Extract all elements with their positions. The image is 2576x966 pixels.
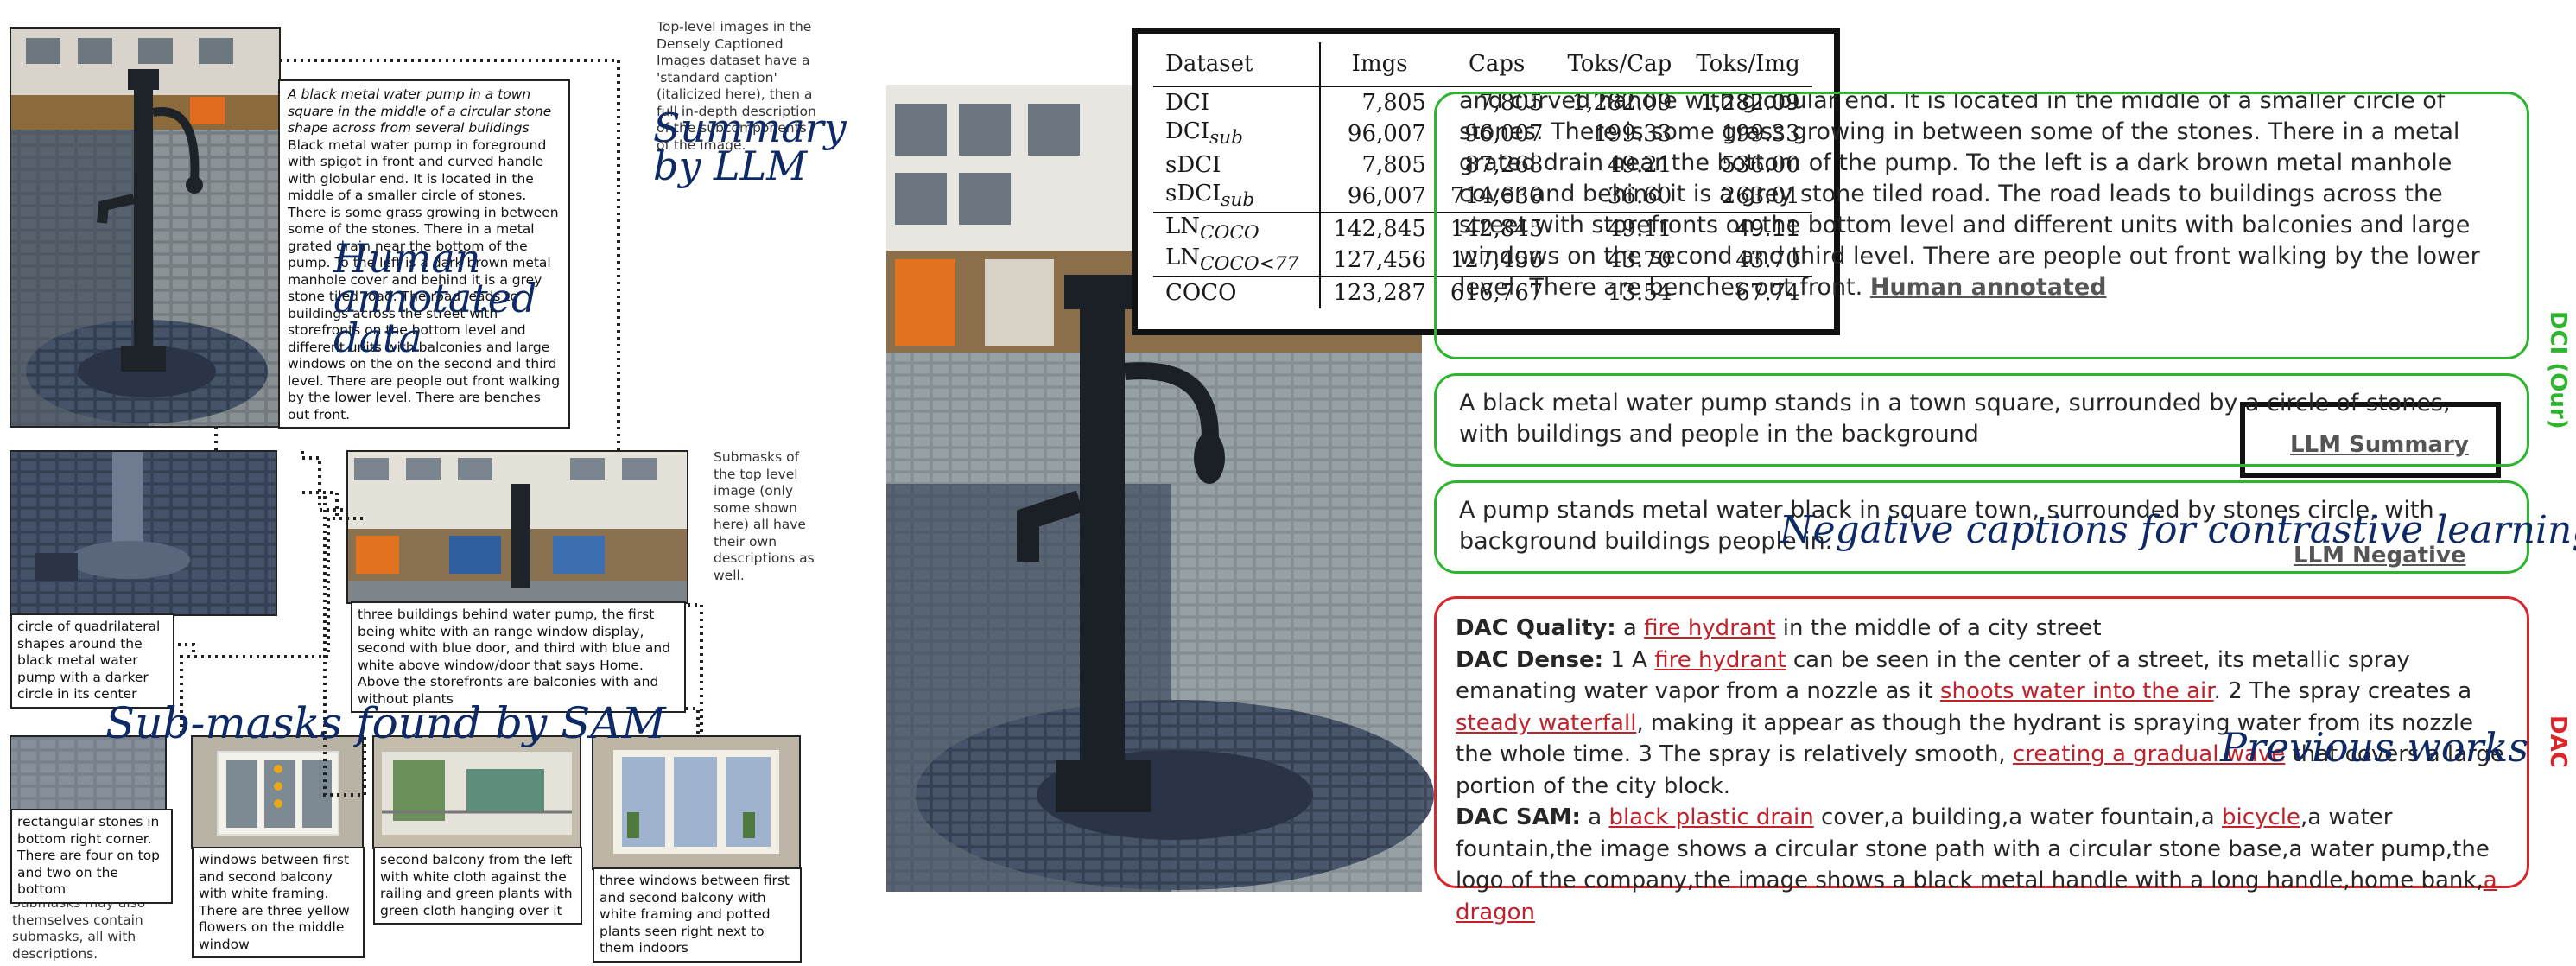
submask-stones-photo — [10, 736, 166, 810]
human-annotated-box: A black metal water pump in a town squar… — [1434, 92, 2529, 359]
dci-ours-label: DCI (Our) — [2545, 311, 2571, 429]
connector-lines — [171, 59, 703, 797]
dac-dense-line: DAC Dense: 1 A fire hydrant can be seen … — [1456, 646, 2504, 799]
human-annotated-tag: Human annotated — [1869, 274, 2107, 301]
table-row: COCO 123,287 616,767 13.54 67.74 — [1153, 276, 1812, 308]
note-submasks: Submasks of the top level image (only so… — [714, 449, 815, 583]
dac-box: DAC Quality: a fire hydrant in the middl… — [1434, 596, 2529, 925]
submask-balcony-photo — [373, 736, 581, 848]
dac-sam-line: DAC SAM: a black plastic drain cover,a b… — [1456, 804, 2497, 925]
submask-buildings-caption: three buildings behind water pump, the f… — [351, 601, 686, 713]
dac-label: DAC — [2545, 715, 2571, 768]
handwritten-submasks-sam: Sub-masks found by SAM — [105, 698, 666, 748]
table-row: sDCI 7,805 87,268 49.21 536.00 — [1153, 149, 1812, 181]
llm-summary-tag: LLM Summary — [2290, 432, 2469, 458]
human-annotated-text: A black metal water pump in a town squar… — [1459, 92, 2480, 301]
top-level-caption: A black metal water pump in a town squar… — [278, 79, 570, 429]
table-row: DCIsub 96,007 96,007 199.33 199.33 — [1153, 118, 1812, 149]
table-row: DCI 7,805 7,805 1,282.09 1,282.09 — [1153, 86, 1812, 118]
submask-circle-caption: circle of quadrilateral shapes around th… — [10, 613, 174, 709]
col-dataset: Dataset — [1153, 42, 1322, 87]
submask-windows1-caption: windows between first and second balcony… — [192, 847, 365, 958]
handwritten-negative-captions: Negative captions for contrastive learni… — [1780, 508, 2576, 552]
table-row: LNCOCO 142,845 142,845 49.11 49.11 — [1153, 212, 1812, 245]
col-toks-img: Toks/Img — [1684, 42, 1812, 87]
dataset-stats-table: Dataset Imgs Caps Toks/Cap Toks/Img DCI … — [1132, 28, 1840, 335]
table-row: LNCOCO<77 127,456 127,456 43.70 43.70 — [1153, 245, 1812, 276]
llm-negative-tag: LLM Negative — [2294, 543, 2466, 569]
llm-summary-highlight — [2240, 402, 2501, 478]
submask-windows3-caption: three windows between first and second b… — [593, 867, 802, 963]
dac-quality-line: DAC Quality: a fire hydrant in the middl… — [1456, 615, 2102, 641]
submask-circle-photo — [10, 451, 276, 615]
llm-summary-box: A black metal water pump stands in a tow… — [1434, 373, 2529, 467]
llm-negative-box: A pump stands metal water black in squar… — [1434, 480, 2529, 574]
llm-negative-text: A pump stands metal water black in squar… — [1459, 497, 2434, 555]
submask-windows1-photo — [192, 736, 363, 848]
col-caps: Caps — [1437, 42, 1556, 87]
llm-summary-text: A black metal water pump stands in a tow… — [1459, 390, 2451, 448]
submask-stones-caption: rectangular stones in bottom right corne… — [10, 809, 173, 904]
col-imgs: Imgs — [1320, 42, 1438, 87]
submask-windows3-photo — [593, 736, 800, 869]
table-row: sDCIsub 96,007 714,630 36.60 263.01 — [1153, 181, 1812, 213]
col-toks-cap: Toks/Cap — [1555, 42, 1685, 87]
handwritten-previous-works: Previous works — [2220, 724, 2528, 771]
note-nested-submasks: Submasks may also themselves contain sub… — [12, 895, 145, 962]
main-photo-left — [10, 28, 280, 427]
in-depth-description: Black metal water pump in foreground wit… — [288, 137, 561, 423]
handwritten-summary-by-llm: Summary by LLM — [653, 105, 847, 189]
standard-caption: A black metal water pump in a town squar… — [288, 86, 552, 136]
submask-buildings-photo — [347, 451, 688, 603]
submask-balcony-caption: second balcony from the left with white … — [373, 847, 582, 925]
note-top-level: Top-level images in the Densely Captione… — [657, 19, 816, 153]
handwritten-human-annotated: Human annotated data — [333, 235, 537, 361]
